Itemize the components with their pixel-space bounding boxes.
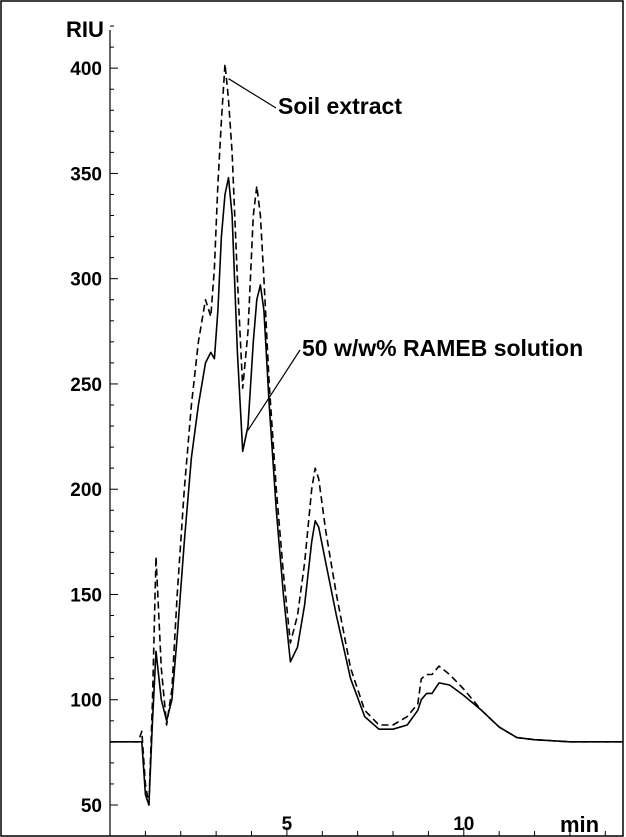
- y-tick-label: 350: [70, 164, 102, 185]
- annotation-leader-line: [228, 78, 277, 109]
- annotation-label: Soil extract: [278, 93, 402, 119]
- soil-extract-series-line: [110, 63, 623, 806]
- y-tick-label: 250: [70, 375, 102, 396]
- y-tick-label: 300: [70, 270, 102, 291]
- y-tick-label: 200: [70, 480, 102, 501]
- x-axis-label: min: [560, 812, 599, 837]
- x-tick-label: 10: [453, 814, 474, 835]
- y-tick-label: 50: [81, 796, 102, 817]
- y-tick-label: 400: [70, 59, 102, 80]
- y-axis-ticks: 50 100 150 200 250 300 350 400: [70, 25, 118, 817]
- series-layer: [110, 63, 623, 806]
- y-axis-label: RIU: [66, 17, 104, 42]
- annotation-layer: Soil extract 50 w/w% RAMEB solution: [228, 78, 583, 431]
- annotation-leader-line: [247, 349, 301, 431]
- y-tick-label: 100: [70, 691, 102, 712]
- rameb-solution-series-line: [110, 176, 623, 806]
- y-tick-label: 150: [70, 585, 102, 606]
- x-tick-label: 5: [282, 814, 293, 835]
- x-axis-ticks: 5 10: [144, 814, 606, 836]
- annotation-label: 50 w/w% RAMEB solution: [302, 335, 583, 361]
